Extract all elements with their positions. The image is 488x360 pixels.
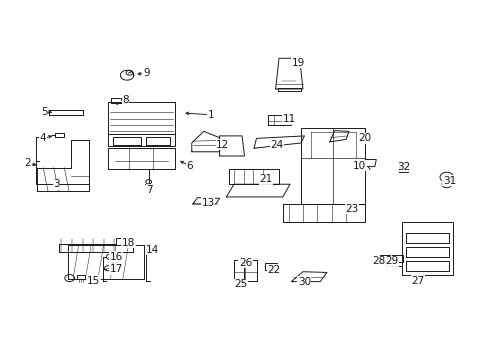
Text: 16: 16 <box>109 252 122 262</box>
Text: 12: 12 <box>216 140 229 150</box>
Text: 9: 9 <box>142 68 149 78</box>
Text: 21: 21 <box>259 174 272 184</box>
Text: 15: 15 <box>87 275 100 285</box>
Text: 30: 30 <box>297 276 310 287</box>
Text: 8: 8 <box>122 95 129 104</box>
Text: 18: 18 <box>122 238 135 248</box>
Text: 24: 24 <box>270 140 283 150</box>
Text: 25: 25 <box>234 279 247 289</box>
Text: 14: 14 <box>145 245 159 255</box>
Text: 11: 11 <box>283 114 296 124</box>
Text: 17: 17 <box>109 264 122 274</box>
Text: 13: 13 <box>201 198 214 208</box>
Text: 26: 26 <box>238 258 252 268</box>
Text: 23: 23 <box>345 204 358 214</box>
Text: 4: 4 <box>40 133 46 143</box>
Text: 6: 6 <box>186 161 192 171</box>
Text: 10: 10 <box>352 161 366 171</box>
Text: 32: 32 <box>396 162 409 172</box>
Text: 3: 3 <box>53 179 60 189</box>
Text: 5: 5 <box>41 107 47 117</box>
Text: 29: 29 <box>385 256 398 266</box>
Text: 28: 28 <box>371 256 385 266</box>
Text: 22: 22 <box>267 265 280 275</box>
Text: 7: 7 <box>146 185 153 195</box>
Text: 2: 2 <box>24 158 31 168</box>
Text: 1: 1 <box>207 110 214 120</box>
Text: 27: 27 <box>410 275 424 285</box>
Text: 19: 19 <box>291 58 304 68</box>
Text: 20: 20 <box>358 133 371 143</box>
Text: 31: 31 <box>442 176 455 186</box>
